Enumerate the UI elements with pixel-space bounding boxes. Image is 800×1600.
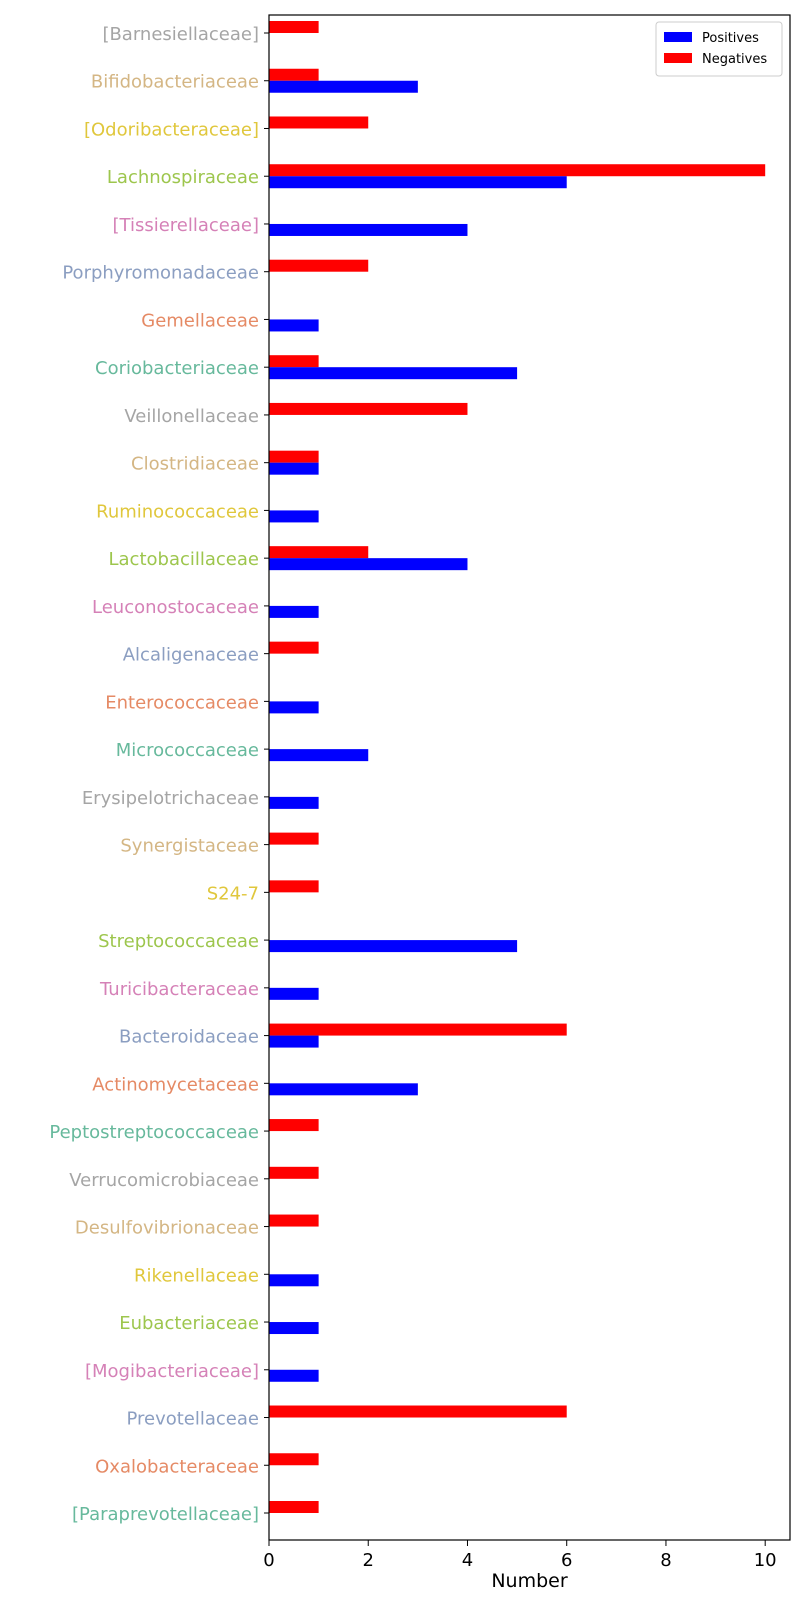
bar-positives-11	[269, 558, 468, 571]
bar-negatives-31	[269, 1501, 319, 1513]
category-label: Coriobacteriaceae	[95, 358, 259, 379]
legend: Positives Negatives	[655, 21, 783, 77]
bar-negatives-17	[269, 832, 319, 845]
category-label: Peptostreptococcaceae	[49, 1122, 259, 1143]
bar-negatives-9	[269, 450, 319, 463]
category-label: [Paraprevotellaceae]	[72, 1504, 259, 1525]
bar-positives-26	[269, 1274, 319, 1287]
bar-positives-12	[269, 605, 319, 618]
category-label: Porphyromonadaceae	[62, 263, 259, 284]
bar-negatives-18	[269, 880, 319, 893]
category-label: Turicibacteraceae	[99, 979, 259, 1000]
category-label: Ruminococcaceae	[96, 501, 259, 522]
bar-positives-16	[269, 796, 319, 809]
category-label: Bifidobacteriaceae	[91, 72, 259, 93]
bar-negatives-30	[269, 1453, 319, 1466]
category-label: Alcaligenaceae	[123, 645, 259, 666]
category-label: [Barnesiellaceae]	[102, 24, 259, 45]
bar-negatives-25	[269, 1214, 319, 1227]
legend-swatch-negatives	[664, 53, 692, 63]
x-tick-label: 2	[363, 1550, 374, 1571]
bar-negatives-2	[269, 116, 369, 129]
bar-negatives-7	[269, 355, 319, 368]
category-label: Desulfovibrionaceae	[75, 1218, 259, 1239]
bar-negatives-29	[269, 1405, 567, 1418]
category-label: Lachnospiraceae	[107, 167, 259, 188]
x-tick-label: 0	[263, 1550, 274, 1571]
x-tick-label: 6	[561, 1550, 572, 1571]
category-label: Enterococcaceae	[105, 692, 259, 713]
category-label: Synergistaceae	[120, 836, 259, 857]
x-tick-label: 10	[754, 1550, 777, 1571]
bar-positives-7	[269, 367, 518, 380]
bar-negatives-21	[269, 1023, 567, 1036]
bar-positives-10	[269, 510, 319, 523]
category-label: Veillonellaceae	[124, 406, 259, 427]
category-labels: [Barnesiellaceae] Bifidobacteriaceae [Odor…	[49, 24, 269, 1525]
bar-negatives-5	[269, 259, 369, 272]
bar-positives-20	[269, 987, 319, 1000]
bar-negatives-11	[269, 546, 369, 559]
category-label: Micrococcaceae	[116, 740, 259, 761]
category-label: Clostridiaceae	[131, 454, 259, 475]
category-label: [Tissierellaceae]	[112, 215, 259, 236]
x-tick-label: 4	[462, 1550, 473, 1571]
bar-positives-6	[269, 319, 319, 332]
legend-label-negatives: Negatives	[702, 52, 767, 67]
x-axis-title: Number	[491, 1570, 568, 1592]
category-label: Streptococcaceae	[98, 931, 259, 952]
bar-positives-3	[269, 176, 567, 189]
bar-positives-21	[269, 1035, 319, 1048]
bar-negatives-23	[269, 1119, 319, 1132]
bar-positives-22	[269, 1083, 418, 1096]
bars-layer	[269, 21, 766, 1513]
category-label: [Odoribacteraceae]	[84, 119, 259, 140]
bar-negatives-0	[269, 21, 319, 33]
category-label: Lactobacillaceae	[109, 549, 260, 570]
category-label: Rikenellaceae	[134, 1265, 259, 1286]
category-label: S24-7	[207, 883, 259, 904]
category-label: Leuconostocaceae	[92, 597, 259, 618]
legend-swatch-positives	[664, 32, 692, 42]
category-label: Verrucomicrobiaceae	[69, 1170, 259, 1191]
category-label: Gemellaceae	[141, 310, 259, 331]
x-tick-label: 8	[660, 1550, 671, 1571]
bar-positives-1	[269, 80, 418, 93]
bar-positives-15	[269, 749, 369, 762]
category-label: Actinomycetaceae	[92, 1074, 259, 1095]
plot-frame	[268, 14, 791, 1541]
legend-label-positives: Positives	[702, 31, 759, 46]
bar-negatives-24	[269, 1166, 319, 1179]
bar-positives-9	[269, 462, 319, 475]
bar-positives-19	[269, 940, 518, 953]
category-label: Prevotellaceae	[126, 1409, 259, 1430]
bar-positives-27	[269, 1322, 319, 1335]
category-label: Erysipelotrichaceae	[82, 788, 259, 809]
bar-negatives-1	[269, 68, 319, 81]
bar-negatives-8	[269, 402, 468, 415]
category-label: Oxalobacteraceae	[95, 1456, 259, 1477]
bar-positives-4	[269, 223, 468, 236]
x-axis-ticks: 0 2 4 6 8 10	[263, 1540, 777, 1571]
category-label: Bacteroidaceae	[119, 1027, 259, 1048]
bar-positives-14	[269, 701, 319, 714]
bar-negatives-3	[269, 164, 766, 177]
bar-negatives-13	[269, 641, 319, 654]
category-label: [Mogibacteriaceae]	[85, 1361, 259, 1382]
category-label: Eubacteriaceae	[119, 1313, 259, 1334]
bar-positives-28	[269, 1369, 319, 1382]
